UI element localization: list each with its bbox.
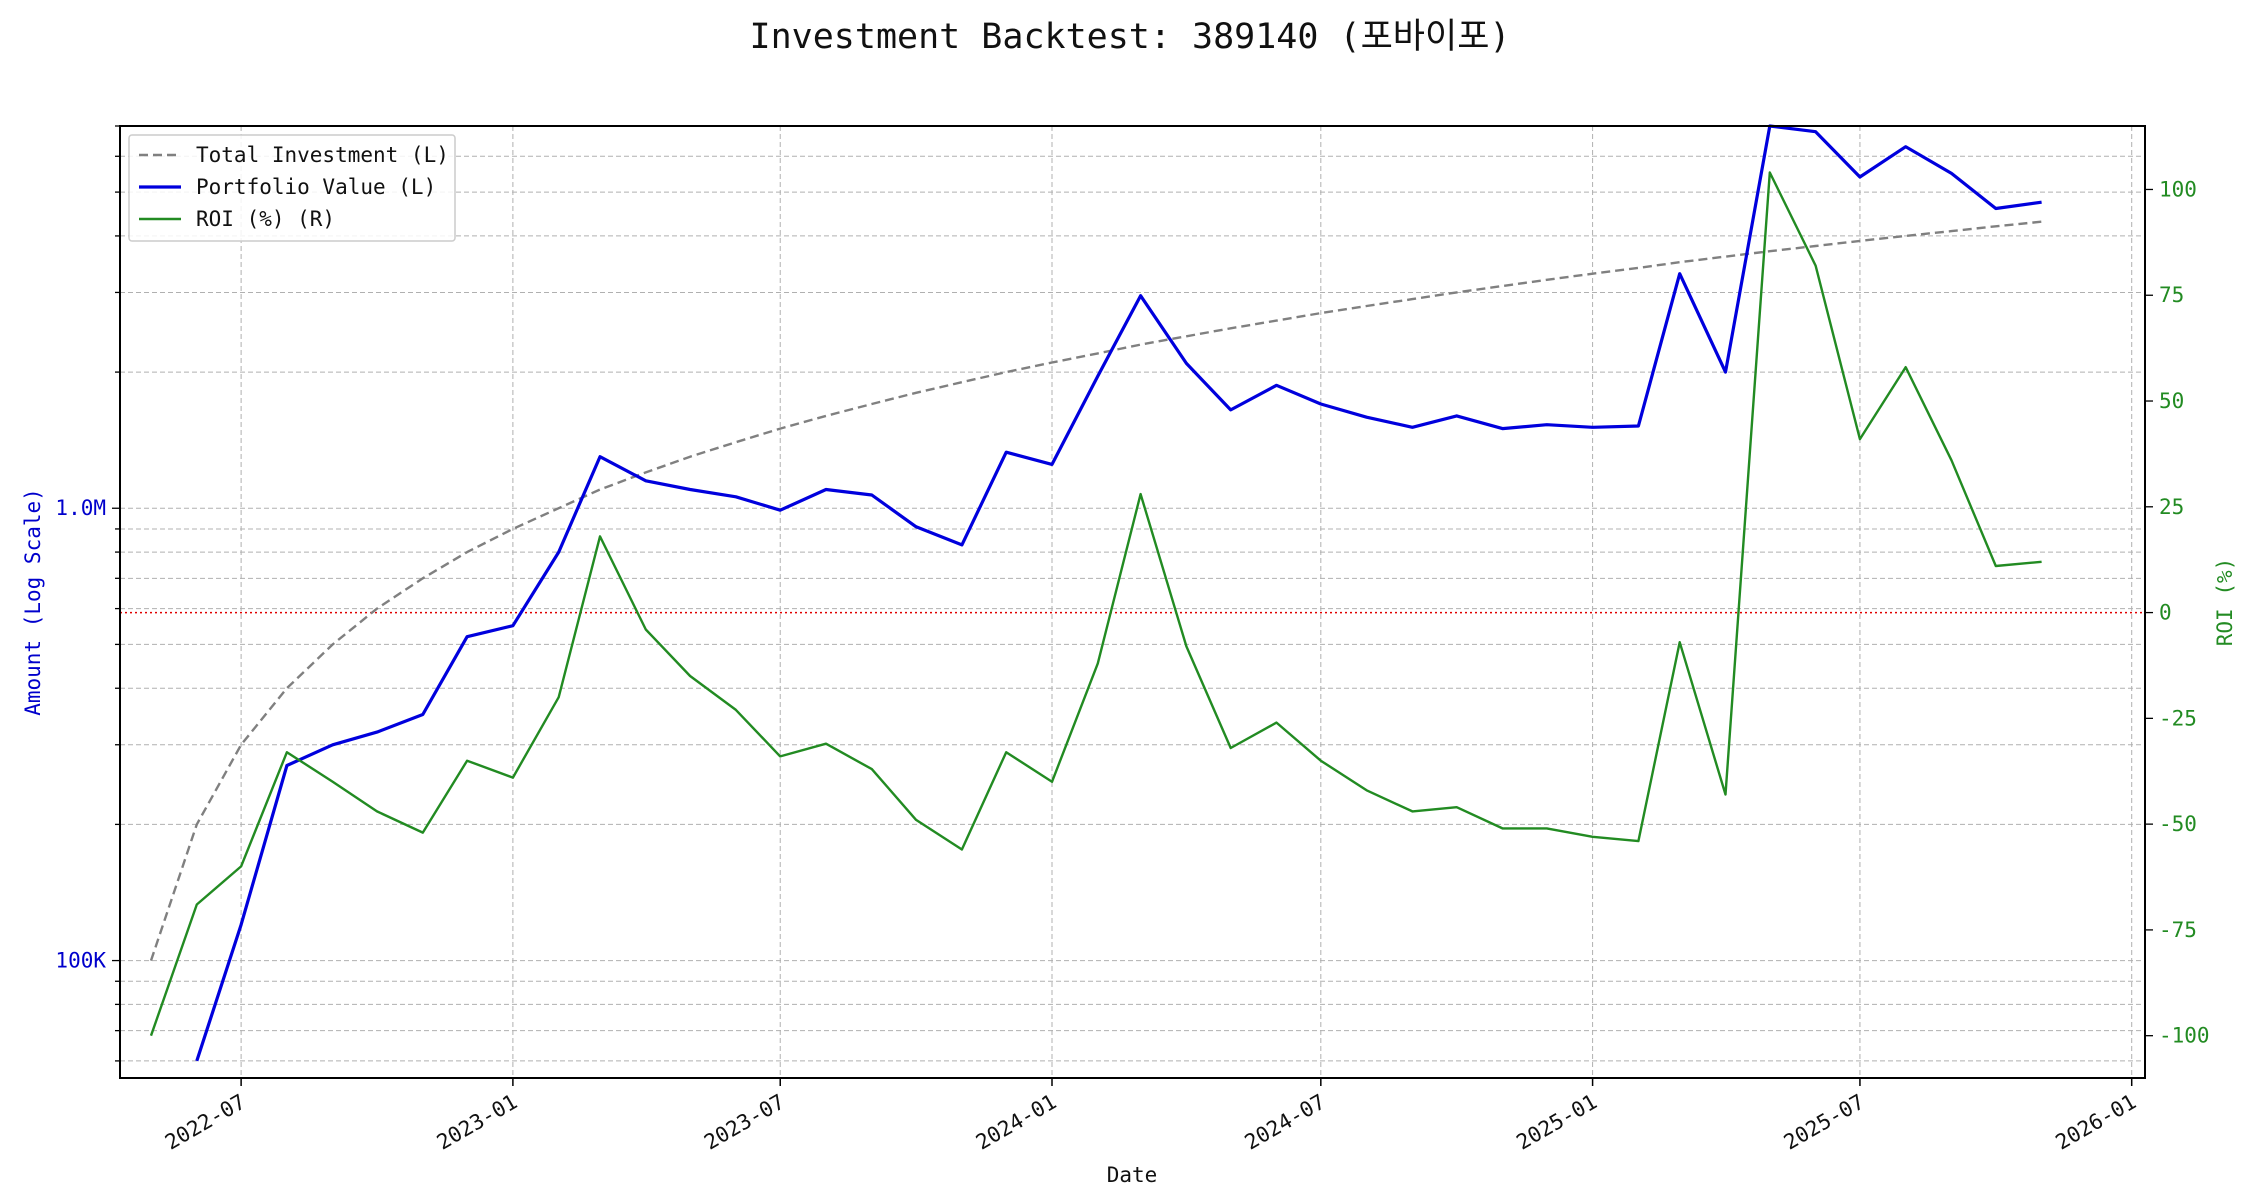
chart-title: Investment Backtest: 389140 (포바이포) <box>750 17 1511 57</box>
x-tick-label: 2024-01 <box>972 1090 1061 1155</box>
y-right-tick-label: 25 <box>2159 495 2184 519</box>
x-tick-label: 2023-01 <box>433 1090 522 1155</box>
y-right-tick-label: -25 <box>2159 706 2197 730</box>
grid <box>120 125 2145 1078</box>
y-right-tick-label: 75 <box>2159 283 2184 307</box>
y-left-tick-label: 1.0M <box>55 496 106 520</box>
roi-line <box>149 171 2042 1037</box>
x-tick-label: 2025-01 <box>1512 1090 1601 1155</box>
y-right-tick-label: 100 <box>2159 177 2197 201</box>
x-axis: 2022-07 2023-01 2023-07 2024-01 2024-07 2025-… <box>161 1078 2140 1155</box>
x-tick-label: 2023-07 <box>700 1090 789 1155</box>
total-investment-line <box>149 220 2042 961</box>
legend-roi-label: ROI (%) (R) <box>196 207 335 231</box>
y-right-tick-label: -75 <box>2159 918 2197 942</box>
legend-box <box>128 134 456 242</box>
y-right-tick-label: -50 <box>2159 812 2197 836</box>
y-left-tick-label: 100K <box>55 949 106 973</box>
legend: Total Investment (L) Portfolio Value (L) R… <box>128 134 456 242</box>
y-axis-left-label: Amount (Log Scale) <box>21 488 45 716</box>
y-axis-right-label: ROI (%) <box>2213 558 2237 647</box>
portfolio-value-line <box>195 124 2042 1062</box>
x-tick-label: 2022-07 <box>161 1090 250 1155</box>
y-axis-right: -100 -75 -50 -25 0 25 50 75 100 <box>2145 177 2210 1048</box>
legend-total-investment-label: Total Investment (L) <box>196 143 449 167</box>
legend-portfolio-value-label: Portfolio Value (L) <box>196 175 436 199</box>
plot-frame <box>119 125 2146 1079</box>
y-right-tick-label: 0 <box>2159 601 2172 625</box>
x-tick-label: 2024-07 <box>1241 1090 1330 1155</box>
x-tick-label: 2026-01 <box>2052 1090 2141 1155</box>
y-right-tick-label: 50 <box>2159 389 2184 413</box>
x-axis-label: Date <box>1107 1163 1158 1187</box>
x-tick-label: 2025-07 <box>1780 1090 1869 1155</box>
y-axis-left: 100K 1.0M <box>55 125 120 1062</box>
series-layer <box>149 124 2042 1062</box>
y-right-tick-label: -100 <box>2159 1024 2210 1048</box>
